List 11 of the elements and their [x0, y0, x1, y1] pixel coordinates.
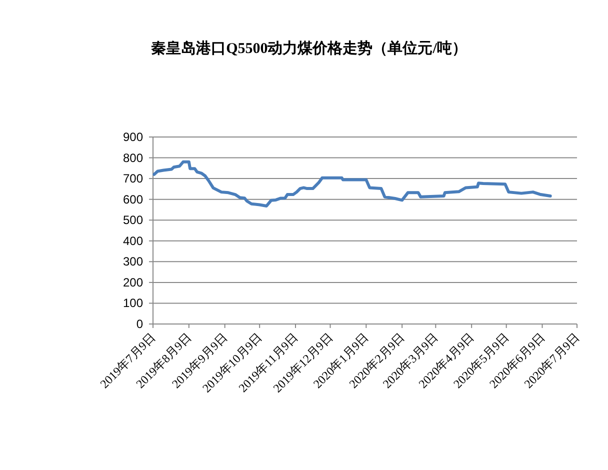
y-tick-label: 800	[122, 150, 144, 165]
y-tick-label: 500	[122, 213, 144, 228]
chart-title: 秦皇岛港口Q5500动力煤价格走势（单位元/吨）	[151, 40, 467, 57]
y-tick-label: 700	[122, 172, 144, 186]
y-tick-label: 300	[122, 254, 144, 269]
y-tick-label: 0	[136, 317, 144, 331]
y-tick-label: 100	[122, 296, 144, 310]
y-tick-label: 400	[122, 234, 144, 248]
y-tick-label: 200	[122, 275, 144, 290]
y-tick-label: 900	[122, 130, 144, 144]
y-tick-label: 600	[122, 192, 144, 206]
